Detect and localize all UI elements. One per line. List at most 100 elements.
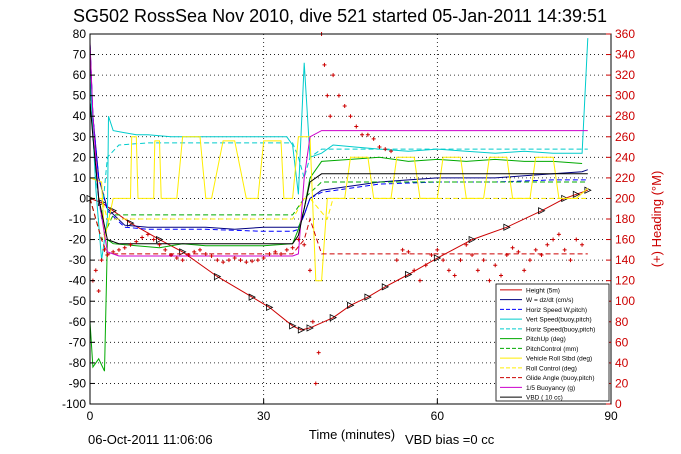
height-marker xyxy=(503,223,511,231)
heading-point xyxy=(360,132,365,137)
x-tick-label: 0 xyxy=(87,409,94,423)
chart-title: SG502 RossSea Nov 2010, dive 521 started… xyxy=(73,6,607,26)
heading-series xyxy=(90,32,585,386)
heading-point xyxy=(186,252,191,257)
axes: 80706050403020100-10-20-30-40-50-60-70-8… xyxy=(62,27,635,423)
heading-point xyxy=(527,258,532,263)
heading-point xyxy=(574,237,579,242)
heading-point xyxy=(348,114,353,119)
heading-point xyxy=(406,249,411,254)
heading-point xyxy=(215,258,220,263)
heading-point xyxy=(423,263,428,268)
y-tick-label: 30 xyxy=(73,130,87,144)
height-marker xyxy=(156,235,164,244)
y2-tick-label: 220 xyxy=(615,171,635,185)
heading-point xyxy=(493,263,498,268)
heading-point xyxy=(322,62,327,67)
height-marker xyxy=(297,326,306,334)
y2-tick-label: 100 xyxy=(615,294,635,308)
heading-point xyxy=(157,242,162,247)
heading-point xyxy=(568,258,573,263)
heading-point xyxy=(310,319,315,324)
y2-tick-label: 120 xyxy=(615,274,635,288)
legend-label: Height (5m) xyxy=(526,287,560,294)
y2-tick-label: 240 xyxy=(615,150,635,164)
y2-tick-label: 340 xyxy=(615,48,635,62)
y2-tick-label: 60 xyxy=(615,335,629,349)
heading-point xyxy=(296,237,301,242)
y-tick-label: 80 xyxy=(73,27,87,41)
heading-point xyxy=(111,249,116,254)
heading-point xyxy=(328,114,333,119)
y2-tick-label: 40 xyxy=(615,356,629,370)
legend: Height (5m) W = dz/dt (cm/s) Horiz Speed W… xyxy=(495,283,610,402)
heading-point xyxy=(174,256,179,261)
height-marker xyxy=(433,254,442,262)
heading-point xyxy=(342,103,347,108)
y2-tick-label: 80 xyxy=(615,315,629,329)
legend-box xyxy=(495,283,610,402)
y2-tick-label: 320 xyxy=(615,68,635,82)
heading-point xyxy=(441,258,446,263)
heading-point xyxy=(394,258,399,263)
height-marker xyxy=(381,283,390,291)
x-axis-label: Time (minutes) xyxy=(309,427,395,442)
footer-timestamp: 06-Oct-2011 11:06:06 xyxy=(88,432,213,447)
heading-point xyxy=(226,258,231,263)
heading-point xyxy=(377,145,382,150)
height-marker xyxy=(306,324,314,332)
heading-point xyxy=(464,242,469,247)
y-tick-label: 20 xyxy=(73,150,87,164)
heading-point xyxy=(238,258,243,263)
y2-tick-label: 20 xyxy=(615,376,629,390)
heading-point xyxy=(522,268,527,273)
heading-point xyxy=(93,268,98,273)
height-marker xyxy=(329,314,338,322)
heading-point xyxy=(556,232,561,237)
y2-tick-label: 300 xyxy=(615,89,635,103)
heading-point xyxy=(105,252,110,257)
height-marker xyxy=(179,248,187,256)
series-line xyxy=(89,198,588,255)
vbd-bias-label: VBD bias =0 cc xyxy=(405,432,495,447)
heading-point xyxy=(354,124,359,129)
height-marker xyxy=(289,322,297,330)
heading-point xyxy=(545,242,550,247)
heading-point xyxy=(371,136,376,141)
height-marker xyxy=(347,301,355,309)
series-line xyxy=(89,44,588,230)
y2-tick-label: 260 xyxy=(615,130,635,144)
legend-label: PitchControl (mm) xyxy=(526,346,578,353)
series-line xyxy=(89,136,589,282)
legend-label: Roll Control (deg) xyxy=(526,365,577,372)
y-tick-label: -10 xyxy=(69,212,87,226)
y2-tick-label: 160 xyxy=(615,233,635,247)
heading-point xyxy=(412,268,417,273)
legend-label: Horiz Speed(buoy,pitch) xyxy=(526,326,595,333)
heading-point xyxy=(429,252,434,257)
y-tick-label: -40 xyxy=(69,274,87,288)
heading-point xyxy=(290,245,295,250)
heading-point xyxy=(475,268,480,273)
y2-tick-label: 200 xyxy=(615,191,635,205)
heading-point xyxy=(435,247,440,252)
heading-point xyxy=(551,237,556,242)
legend-label: PitchUp (deg) xyxy=(526,336,566,343)
heading-point xyxy=(96,288,101,293)
y-tick-label: 60 xyxy=(73,68,87,82)
y-tick-label: 40 xyxy=(73,109,87,123)
x-tick-label: 30 xyxy=(257,409,271,423)
legend-label: VBD ( 10 cc) xyxy=(526,395,563,402)
heading-point xyxy=(336,93,341,98)
legend-label: 1/5 Buoyancy (g) xyxy=(526,385,575,392)
y-tick-label: 70 xyxy=(73,48,87,62)
heading-point xyxy=(151,237,156,242)
heading-point xyxy=(261,256,266,261)
x-tick-label: 90 xyxy=(604,409,618,423)
heading-point xyxy=(140,235,145,240)
x-tick-label: 60 xyxy=(431,409,445,423)
heading-point xyxy=(209,254,214,258)
heading-point xyxy=(510,245,515,250)
legend-label: Glide Angle (buoy,pitch) xyxy=(526,375,595,382)
